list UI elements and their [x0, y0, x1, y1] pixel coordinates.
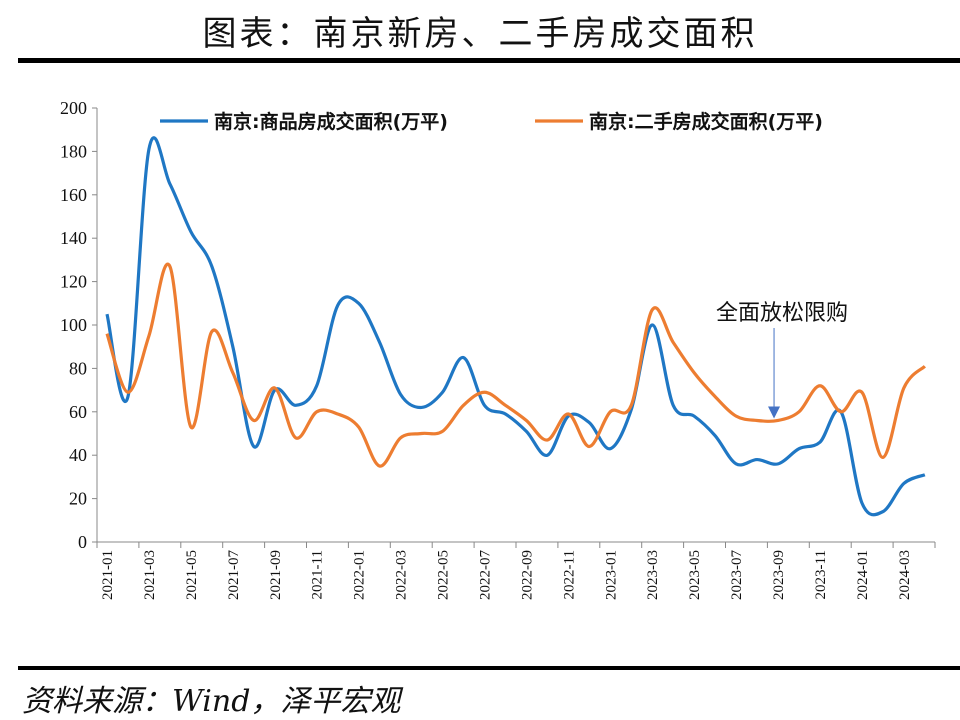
y-tick-label: 160 — [60, 185, 87, 205]
y-tick-label: 60 — [69, 402, 87, 422]
y-tick-label: 100 — [60, 315, 87, 335]
x-tick-label: 2024-03 — [897, 550, 913, 600]
y-tick-label: 140 — [60, 228, 87, 248]
y-tick-label: 120 — [60, 272, 87, 292]
x-tick-label: 2023-05 — [687, 550, 703, 600]
y-tick-label: 200 — [60, 98, 87, 118]
x-tick-label: 2023-09 — [771, 550, 787, 600]
x-tick-label: 2022-05 — [436, 550, 452, 600]
x-tick-label: 2021-01 — [100, 550, 116, 600]
x-tick-label: 2021-03 — [142, 550, 158, 600]
x-tick-label: 2021-11 — [310, 550, 326, 599]
x-tick-label: 2022-03 — [394, 550, 410, 600]
footer-rule — [18, 666, 960, 670]
x-tick-label: 2023-03 — [645, 550, 661, 600]
x-tick-label: 2023-01 — [603, 550, 619, 600]
x-tick-label: 2021-07 — [226, 550, 242, 600]
y-tick-label: 20 — [69, 489, 87, 509]
x-tick-label: 2022-07 — [477, 550, 493, 600]
y-tick-label: 40 — [69, 445, 87, 465]
x-tick-label: 2022-09 — [519, 550, 535, 600]
x-tick-label: 2022-01 — [352, 550, 368, 600]
x-tick-label: 2022-11 — [561, 550, 577, 599]
annotation-label: 全面放松限购 — [716, 301, 848, 326]
series-line-new-home — [107, 138, 925, 515]
series-line-second-hand — [107, 264, 925, 466]
x-tick-label: 2021-09 — [268, 550, 284, 600]
x-tick-label: 2023-07 — [729, 550, 745, 600]
x-tick-label: 2024-01 — [855, 550, 871, 600]
y-tick-label: 180 — [60, 141, 87, 161]
source-note: 资料来源：Wind，泽平宏观 — [22, 676, 400, 720]
x-tick-label: 2021-05 — [184, 550, 200, 600]
annotation-arrow-head — [768, 406, 780, 418]
legend-label: 南京:二手房成交面积(万平) — [589, 110, 823, 133]
legend-label: 南京:商品房成交面积(万平) — [214, 110, 448, 133]
y-tick-label: 80 — [69, 358, 87, 378]
y-tick-label: 0 — [78, 532, 87, 552]
x-tick-label: 2023-11 — [813, 550, 829, 599]
